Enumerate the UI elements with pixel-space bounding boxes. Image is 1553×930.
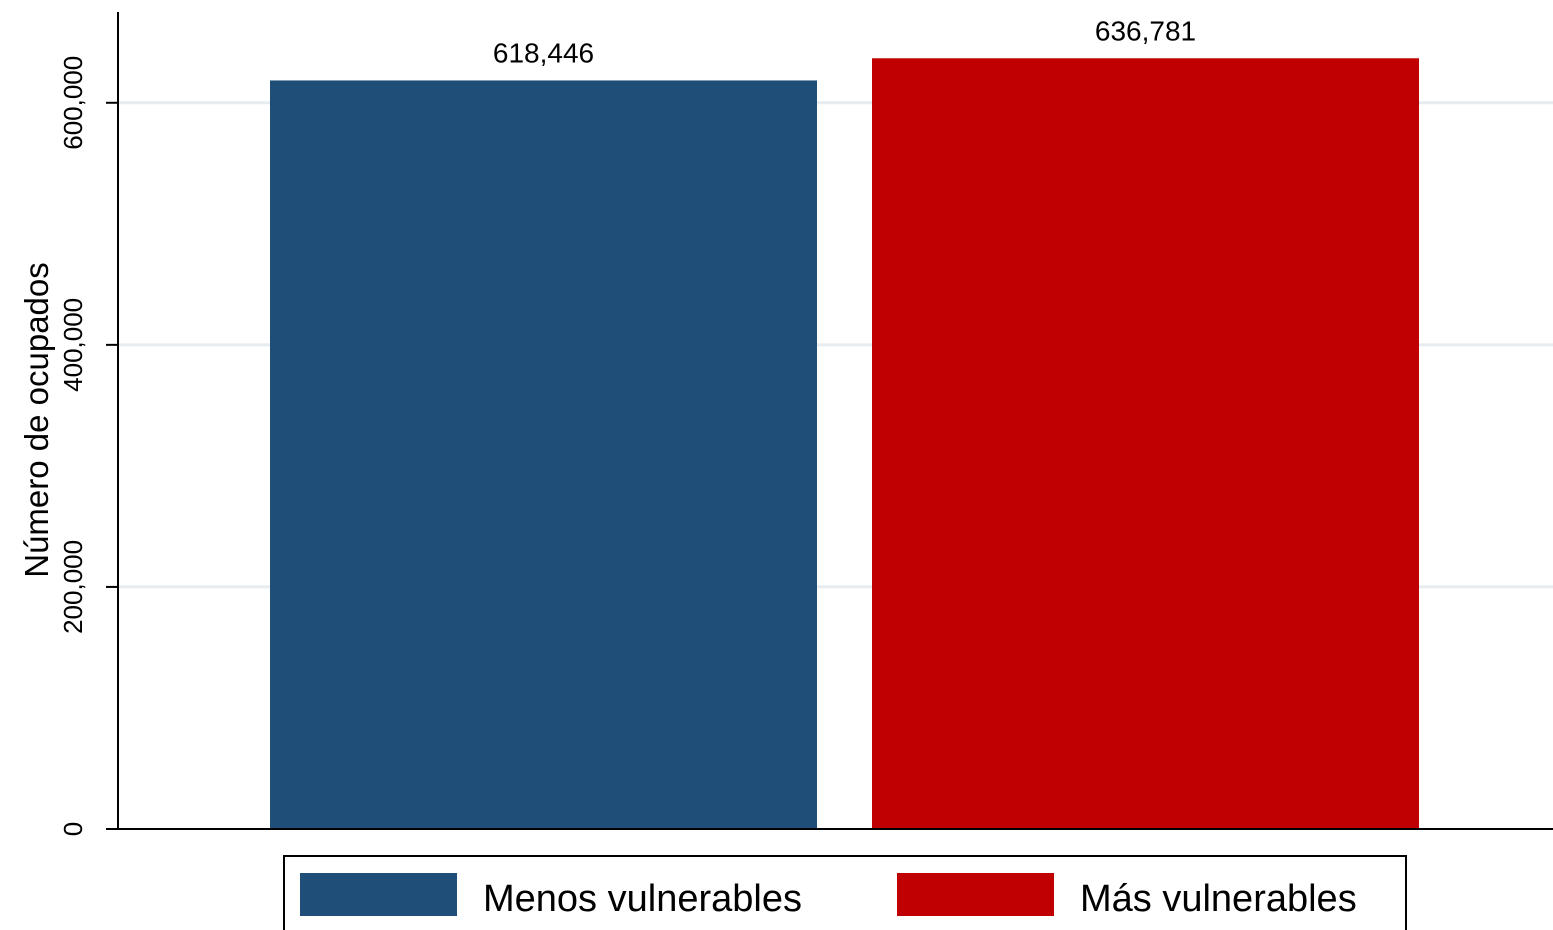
legend: Menos vulnerables Más vulnerables (283, 855, 1407, 930)
legend-swatch (300, 873, 457, 916)
y-axis-title: Número de ocupados (18, 262, 55, 578)
bar-value-label: 618,446 (493, 37, 594, 68)
legend-swatch (897, 873, 1054, 916)
y-tick-label: 200,000 (58, 540, 88, 634)
legend-label: Menos vulnerables (483, 878, 802, 920)
y-tick-label: 400,000 (58, 298, 88, 392)
axes (117, 12, 1553, 830)
y-tick-label: 0 (58, 822, 88, 836)
bar (270, 80, 817, 829)
y-ticks: 0 200,000 400,000 600,000 (58, 56, 118, 836)
y-tick-label: 600,000 (58, 56, 88, 150)
bar (872, 58, 1419, 829)
legend-label: Más vulnerables (1080, 878, 1357, 920)
data-labels: 618,446 636,781 (493, 15, 1196, 68)
bar-value-label: 636,781 (1095, 15, 1196, 46)
bars (270, 58, 1419, 829)
legend-box (283, 855, 1407, 930)
